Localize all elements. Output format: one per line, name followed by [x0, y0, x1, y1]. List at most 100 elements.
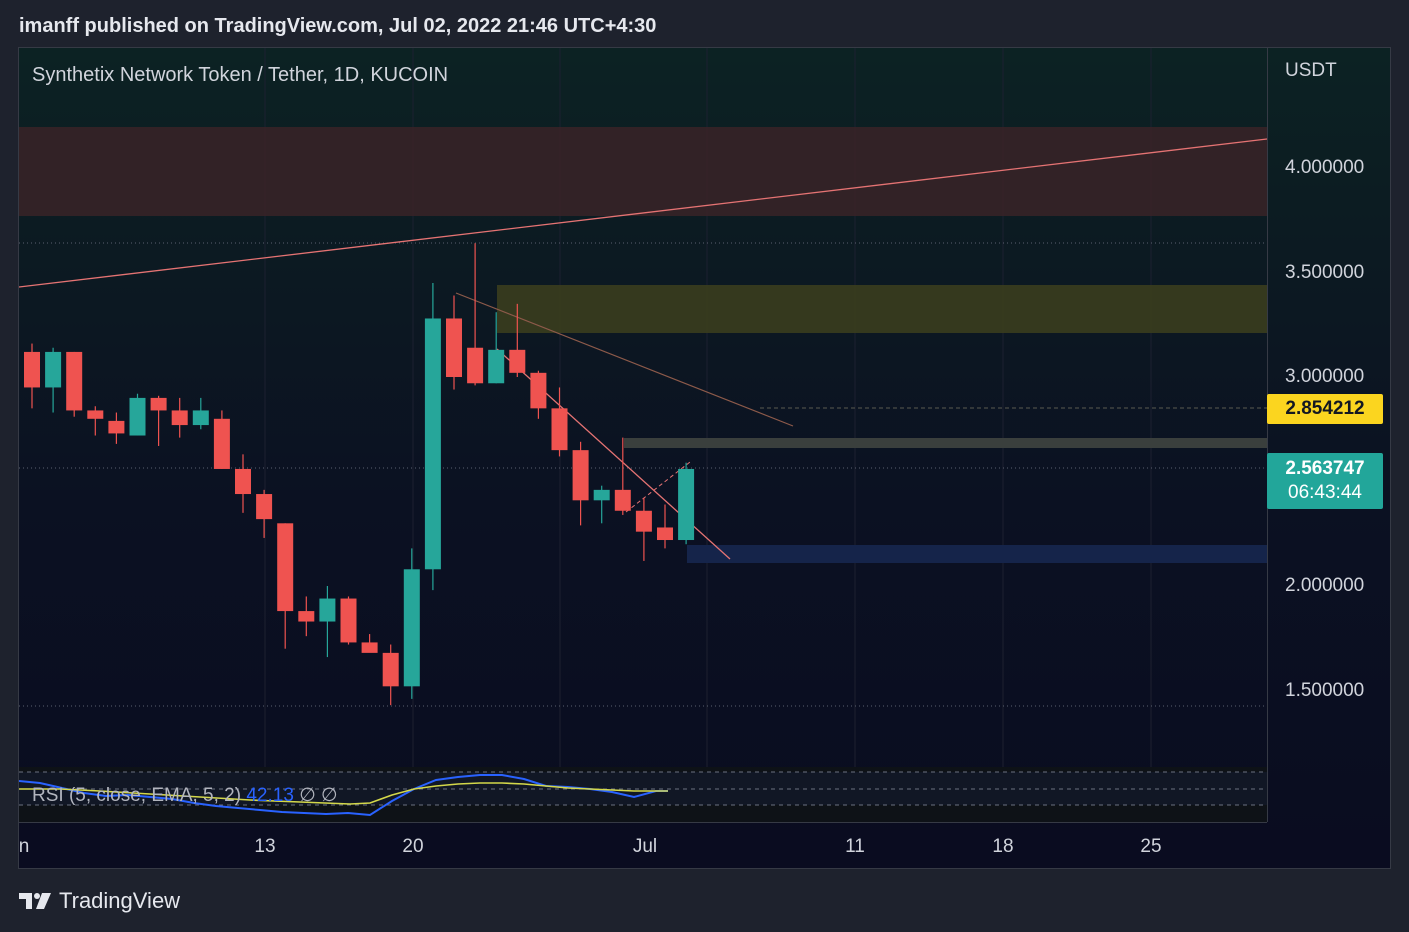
candle[interactable] [382, 644, 399, 706]
rsi-legend[interactable]: RSI (5, close, EMA, 5, 2) 42.13 ∅ ∅ [32, 784, 338, 807]
candle-body [551, 408, 568, 451]
candle[interactable] [424, 282, 441, 591]
candle[interactable] [361, 634, 378, 653]
price-tick: 1.500000 [1285, 680, 1365, 701]
candle-body [488, 349, 505, 384]
supply-zone[interactable] [497, 285, 1267, 333]
candle-body [403, 569, 420, 687]
candle[interactable] [129, 393, 146, 436]
candle[interactable] [678, 462, 695, 545]
candle[interactable] [509, 303, 526, 377]
candle[interactable] [235, 454, 251, 513]
candle[interactable] [551, 387, 568, 457]
candle-body [171, 410, 188, 426]
candle[interactable] [530, 370, 547, 419]
rsi-ema-line[interactable] [19, 782, 668, 805]
bar-countdown: 06:43:44 [1288, 482, 1362, 503]
candle[interactable] [108, 412, 125, 444]
last-price: 2.563747 [1285, 458, 1365, 479]
price-axis[interactable] [1267, 47, 1391, 822]
price-tick: 3.500000 [1285, 262, 1365, 283]
candle[interactable] [593, 485, 610, 524]
candle-body [150, 397, 167, 411]
brown-trendline[interactable] [455, 292, 794, 427]
candle-body [45, 351, 62, 388]
candle-body [635, 510, 652, 532]
candle-body [382, 652, 399, 687]
candle[interactable] [403, 548, 420, 699]
candle-body [467, 347, 484, 384]
candle[interactable] [66, 351, 83, 417]
candle-body [87, 410, 104, 419]
candle-body [66, 351, 83, 411]
candle-body [446, 318, 462, 377]
rising-trendline[interactable] [19, 138, 1267, 288]
candle-body [340, 598, 357, 643]
candle[interactable] [446, 295, 462, 390]
rsi-extra-2: ∅ [321, 785, 338, 806]
candle[interactable] [45, 347, 62, 413]
candle[interactable] [319, 586, 336, 658]
candle-body [361, 642, 378, 653]
candle-body [530, 372, 547, 409]
candle[interactable] [614, 437, 631, 515]
rsi-value: 42.13 [246, 785, 294, 806]
publish-header: imanff published on TradingView.com, Jul… [19, 15, 657, 37]
candle[interactable] [635, 498, 652, 561]
time-tick: 11 [845, 836, 865, 857]
candle[interactable] [488, 312, 505, 384]
candle-body [509, 349, 526, 373]
candle-body [235, 468, 251, 495]
price-tick: 4.000000 [1285, 157, 1365, 178]
candle[interactable] [657, 504, 673, 549]
rsi-line[interactable] [19, 774, 668, 817]
candle-body [129, 397, 146, 436]
candle-body [319, 598, 336, 622]
candle[interactable] [87, 406, 104, 436]
candle-body [108, 420, 125, 434]
candle[interactable] [213, 410, 230, 469]
candle-body [298, 611, 315, 622]
marked-price-tag[interactable]: 2.854212 [1267, 394, 1383, 424]
price-tick: 2.000000 [1285, 575, 1365, 596]
time-tick: 18 [992, 836, 1014, 857]
brand-name: TradingView [59, 888, 181, 913]
demand-zone[interactable] [687, 545, 1267, 563]
candle[interactable] [256, 489, 273, 538]
candle[interactable] [572, 441, 589, 526]
candle[interactable] [467, 243, 484, 386]
candle-body [24, 351, 40, 388]
time-tick: Jul [632, 836, 658, 857]
resistance-zone[interactable] [19, 127, 1267, 216]
candle[interactable] [150, 395, 167, 446]
candle-body [657, 527, 673, 541]
candle[interactable] [298, 596, 315, 637]
tradingview-logo[interactable]: TradingView [19, 888, 180, 914]
candle-body [614, 489, 631, 511]
candle-body [213, 418, 230, 469]
rsi-extra-1: ∅ [299, 785, 316, 806]
symbol-title: Synthetix Network Token / Tether, 1D, KU… [32, 64, 449, 86]
last-price-tag[interactable]: 2.563747 06:43:44 [1267, 453, 1383, 509]
candlestick-series[interactable] [24, 243, 695, 706]
time-tick: n [18, 836, 30, 857]
candle[interactable] [24, 343, 40, 409]
candle-body [572, 450, 589, 501]
candle[interactable] [171, 397, 188, 438]
candle-body [678, 468, 695, 541]
candle[interactable] [277, 523, 294, 649]
rsi-title: RSI (5, close, EMA, 5, 2) [32, 785, 242, 806]
candle[interactable] [192, 397, 209, 430]
candle[interactable] [340, 596, 357, 645]
candle-body [424, 318, 441, 570]
tradingview-logo-icon [19, 893, 51, 909]
candle-body [277, 523, 294, 612]
candle-body [256, 494, 273, 520]
time-axis[interactable] [18, 822, 1267, 870]
gray-zone[interactable] [624, 438, 1267, 448]
candle-body [593, 489, 610, 501]
price-tick: 3.000000 [1285, 366, 1365, 387]
time-tick: 13 [254, 836, 276, 857]
candle-body [192, 410, 209, 426]
